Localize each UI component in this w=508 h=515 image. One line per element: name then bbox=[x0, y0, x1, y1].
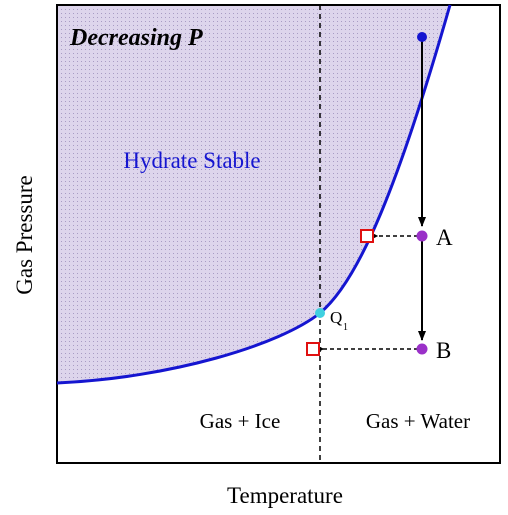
point-label: A bbox=[436, 225, 453, 250]
point-b bbox=[416, 343, 428, 355]
point-subscript: 1 bbox=[343, 322, 348, 333]
point-label: B bbox=[436, 338, 451, 363]
region-label: Hydrate Stable bbox=[123, 148, 260, 173]
target-a bbox=[360, 229, 374, 243]
point-a bbox=[416, 230, 428, 242]
hydrate-region bbox=[57, 5, 450, 383]
start-point bbox=[417, 32, 427, 42]
point-q bbox=[315, 308, 325, 318]
target-b bbox=[306, 342, 320, 356]
title: Decreasing P bbox=[69, 25, 203, 51]
plot-frame bbox=[56, 4, 501, 464]
y-axis-label: Gas Pressure bbox=[12, 175, 37, 294]
x-axis-label: Temperature bbox=[227, 483, 343, 508]
region-label: Gas + Ice bbox=[200, 409, 281, 433]
region-label: Gas + Water bbox=[366, 409, 470, 433]
point-label: Q bbox=[330, 308, 342, 327]
